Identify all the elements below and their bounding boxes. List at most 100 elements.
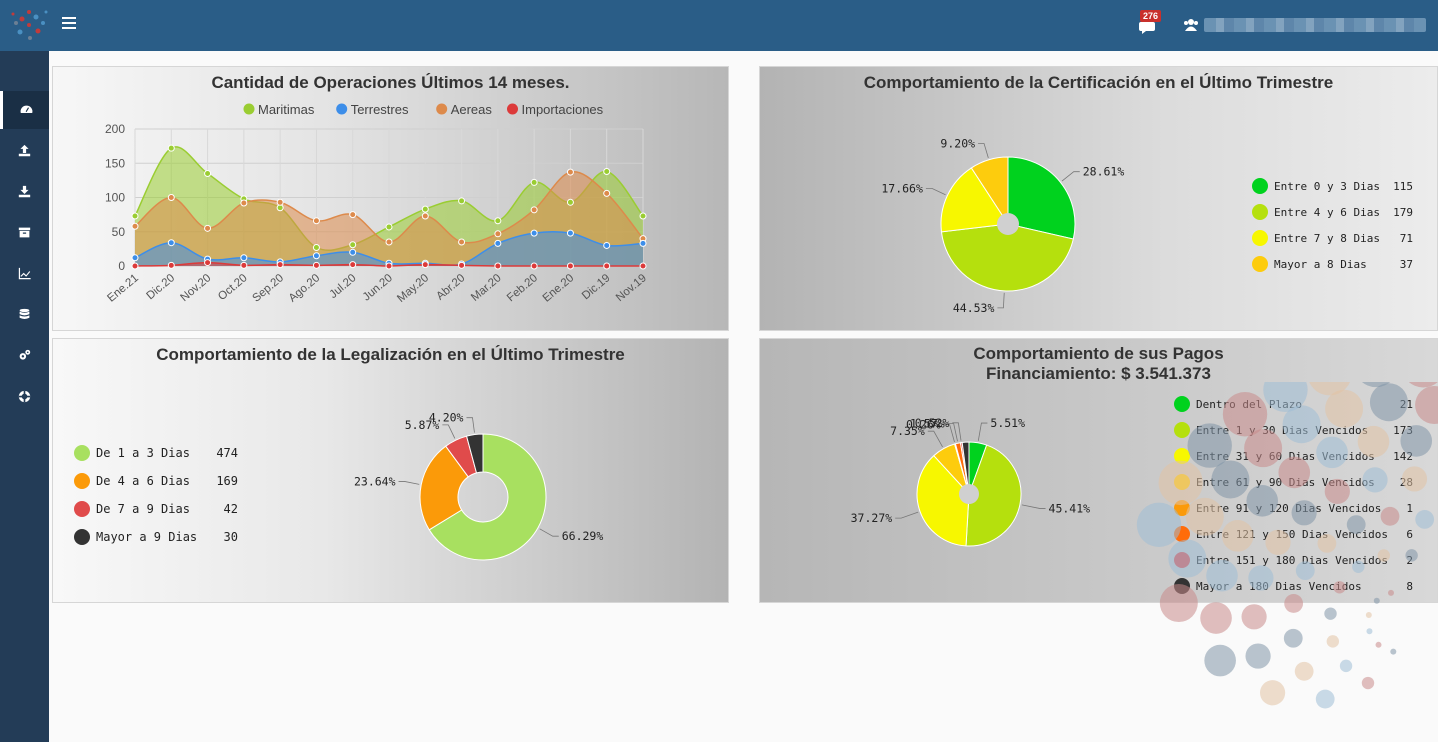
point-importaciones[interactable] [240,261,248,269]
payments-chart-panel: Comportamiento de sus Pagos Financiamien… [759,338,1438,603]
pie-slice[interactable] [965,444,1022,547]
point-importaciones[interactable] [566,262,574,270]
pie-slice[interactable] [961,441,970,495]
legend-item[interactable]: Entre 0 y 3 Dias 115 [1252,178,1413,194]
sidebar-item-support[interactable] [0,377,49,415]
sidebar-item-dashboard[interactable] [0,91,49,129]
legend-item[interactable]: De 1 a 3 Dias 474 [74,445,238,461]
legend-item-aereas[interactable]: Aereas [436,102,492,117]
sidebar-item-upload[interactable] [0,131,49,169]
legend-item[interactable]: Entre 61 y 90 Dias Vencidos 28 [1174,474,1413,490]
point-maritimas[interactable] [349,241,357,249]
point-aereas[interactable] [204,224,212,232]
point-terrestres[interactable] [530,229,538,237]
point-maritimas[interactable] [639,212,647,220]
point-importaciones[interactable] [204,259,212,267]
pie-slice[interactable] [465,433,484,474]
point-aereas[interactable] [603,189,611,197]
user-name-redacted[interactable] [1204,18,1426,32]
point-aereas[interactable] [240,199,248,207]
legend-item-terrestres[interactable]: Terrestres [336,102,409,117]
point-terrestres[interactable] [131,254,139,262]
point-importaciones[interactable] [312,261,320,269]
point-importaciones[interactable] [276,261,284,269]
legend-item[interactable]: Entre 4 y 6 Dias 179 [1252,204,1413,220]
legend-item[interactable]: Entre 1 y 30 Dias Vencidos 173 [1174,422,1413,438]
legend-item-importaciones[interactable]: Importaciones [507,102,604,117]
sidebar-item-settings[interactable] [0,336,49,374]
point-importaciones[interactable] [603,262,611,270]
point-terrestres[interactable] [603,241,611,249]
legend-item[interactable]: Entre 151 y 180 Dias Vencidos 2 [1174,552,1413,568]
menu-toggle-button[interactable] [62,17,76,31]
point-maritimas[interactable] [458,197,466,205]
point-aereas[interactable] [312,217,320,225]
point-aereas[interactable] [276,198,284,206]
point-importaciones[interactable] [131,262,139,270]
point-importaciones[interactable] [494,262,502,270]
point-aereas[interactable] [349,211,357,219]
pie-slice[interactable] [916,454,970,547]
point-importaciones[interactable] [167,261,175,269]
point-terrestres[interactable] [167,239,175,247]
users-icon[interactable] [1183,18,1199,32]
point-importaciones[interactable] [639,262,647,270]
point-maritimas[interactable] [566,198,574,206]
legend-item-maritimas[interactable]: Maritimas [243,102,315,117]
point-aereas[interactable] [421,212,429,220]
messages-icon[interactable] [1138,16,1158,36]
point-maritimas[interactable] [603,167,611,175]
point-aereas[interactable] [131,222,139,230]
point-aereas[interactable] [167,194,175,201]
legend-item[interactable]: Mayor a 180 Dias Vencidos 8 [1174,578,1413,594]
pie-slice[interactable] [940,167,1009,233]
legend-item[interactable]: Mayor a 8 Dias 37 [1252,256,1413,272]
point-aereas[interactable] [494,230,502,238]
legend-item[interactable]: De 7 a 9 Dias 42 [74,501,238,517]
point-aereas[interactable] [458,238,466,246]
point-importaciones[interactable] [385,262,393,270]
point-terrestres[interactable] [349,248,357,256]
legend-item[interactable]: Entre 7 y 8 Dias 71 [1252,230,1413,246]
point-importaciones[interactable] [458,261,466,269]
legend-value: 42 [224,502,238,516]
legend-item[interactable]: Entre 91 y 120 Dias Vencidos 1 [1174,500,1413,516]
legend-item[interactable]: Entre 31 y 60 Dias Vencidos 142 [1174,448,1413,464]
label-connector [978,143,989,158]
point-terrestres[interactable] [240,254,248,262]
point-maritimas[interactable] [131,212,139,220]
point-aereas[interactable] [566,168,574,176]
point-maritimas[interactable] [312,244,320,252]
point-maritimas[interactable] [494,217,502,225]
point-terrestres[interactable] [639,239,647,247]
company-logo[interactable] [8,5,50,45]
sidebar-item-database[interactable] [0,295,49,333]
point-importaciones[interactable] [349,261,357,269]
point-maritimas[interactable] [204,170,212,178]
operations-area-chart: Maritimas Terrestres Aereas Importaciones 0 5… [105,102,649,305]
point-aereas[interactable] [385,238,393,246]
point-maritimas[interactable] [167,144,175,152]
point-maritimas[interactable] [421,205,429,213]
pie-slice[interactable] [970,156,1009,226]
point-importaciones[interactable] [421,261,429,269]
sidebar-item-reports[interactable] [0,254,49,292]
decorative-bubble [1361,676,1375,690]
point-aereas[interactable] [530,206,538,214]
point-terrestres[interactable] [494,239,502,247]
pie-slice[interactable] [419,445,469,531]
legend-item[interactable]: Entre 121 y 150 Dias Vencidos 6 [1174,526,1413,542]
point-terrestres[interactable] [312,252,320,260]
point-importaciones[interactable] [530,262,538,270]
pie-slice[interactable] [1007,156,1076,240]
sidebar-item-download[interactable] [0,172,49,210]
sidebar-item-archive[interactable] [0,213,49,251]
pie-slice[interactable] [940,223,1074,292]
legend-item[interactable]: Mayor a 9 Dias 30 [74,529,238,545]
point-maritimas[interactable] [530,178,538,186]
point-maritimas[interactable] [385,223,393,231]
legend-item[interactable]: Dentro del Plazo 21 [1174,396,1413,412]
pie-slice[interactable] [428,433,547,561]
legend-item[interactable]: De 4 a 6 Dias 169 [74,473,238,489]
point-terrestres[interactable] [566,229,574,237]
